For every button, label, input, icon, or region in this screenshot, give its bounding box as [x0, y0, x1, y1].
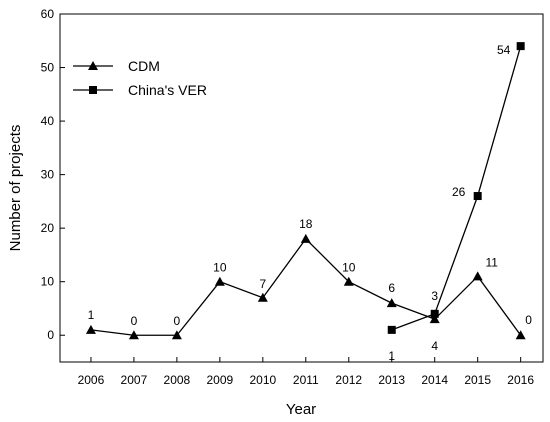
y-tick-label: 50: [41, 61, 55, 75]
y-tick-label: 30: [41, 168, 55, 182]
y-tick-label: 40: [41, 114, 55, 128]
x-tick-label: 2015: [464, 373, 491, 387]
x-tick-label: 2011: [293, 373, 319, 387]
cdm-point: [515, 330, 526, 340]
cdm-point: [429, 314, 440, 324]
legend: CDM China's VER: [73, 58, 207, 98]
x-axis-title: Year: [286, 401, 316, 418]
legend-ver-label: China's VER: [128, 82, 207, 98]
y-axis-title: Number of projects: [7, 125, 24, 252]
cdm-point: [257, 292, 268, 302]
x-tick-label: 2014: [421, 373, 448, 387]
x-tick-label: 2010: [249, 373, 276, 387]
x-tick-label: 2006: [78, 373, 105, 387]
cdm-data-label: 1: [88, 308, 95, 322]
cdm-point: [343, 276, 354, 286]
cdm-point: [472, 271, 483, 281]
x-tick-label: 2007: [121, 373, 148, 387]
y-tick-label: 60: [41, 7, 55, 21]
y-axis: 0 10 20 30 40 50 60: [41, 7, 65, 342]
cdm-point: [171, 330, 182, 340]
ver-data-label: 1: [388, 349, 395, 363]
ver-point: [516, 42, 525, 51]
plot-frame: [59, 13, 544, 363]
ver-point: [430, 309, 439, 318]
y-tick-label: 20: [41, 221, 55, 235]
ver-point: [473, 192, 482, 201]
cdm-data-label: 10: [342, 261, 356, 275]
x-axis: 2006 2007 2008 2009 2010 2011 2012 2013 2014 2015…: [78, 357, 534, 387]
cdm-data-label: 10: [213, 261, 227, 275]
cdm-point: [85, 324, 96, 334]
cdm-point: [300, 233, 311, 243]
ver-point: [387, 325, 396, 334]
cdm-data-label: 4: [431, 339, 438, 353]
cdm-point: [386, 298, 397, 308]
y-tick-label: 10: [41, 275, 55, 289]
ver-data-label: 26: [452, 185, 466, 199]
ver-data-label: 54: [497, 43, 511, 57]
legend-cdm-marker: [88, 61, 98, 70]
x-tick-label: 2012: [335, 373, 362, 387]
cdm-data-label: 6: [388, 281, 395, 295]
cdm-data-label: 11: [485, 255, 498, 269]
cdm-data-label: 0: [525, 313, 532, 327]
legend-cdm-label: CDM: [128, 58, 160, 74]
y-tick-label: 0: [47, 328, 54, 342]
cdm-data-label: 18: [299, 217, 313, 231]
legend-ver-marker: [89, 86, 97, 94]
x-tick-label: 2009: [207, 373, 234, 387]
ver-data-label: 3: [431, 289, 438, 303]
x-tick-label: 2016: [507, 373, 534, 387]
cdm-data-label: 0: [131, 314, 138, 328]
cdm-data-label: 0: [174, 314, 181, 328]
x-tick-label: 2013: [378, 373, 405, 387]
x-tick-label: 2008: [164, 373, 191, 387]
series-line-ver: [391, 45, 522, 331]
cdm-data-label: 7: [259, 277, 266, 291]
series-layer: [85, 42, 526, 340]
cdm-point: [128, 330, 139, 340]
cdm-point: [214, 276, 225, 286]
